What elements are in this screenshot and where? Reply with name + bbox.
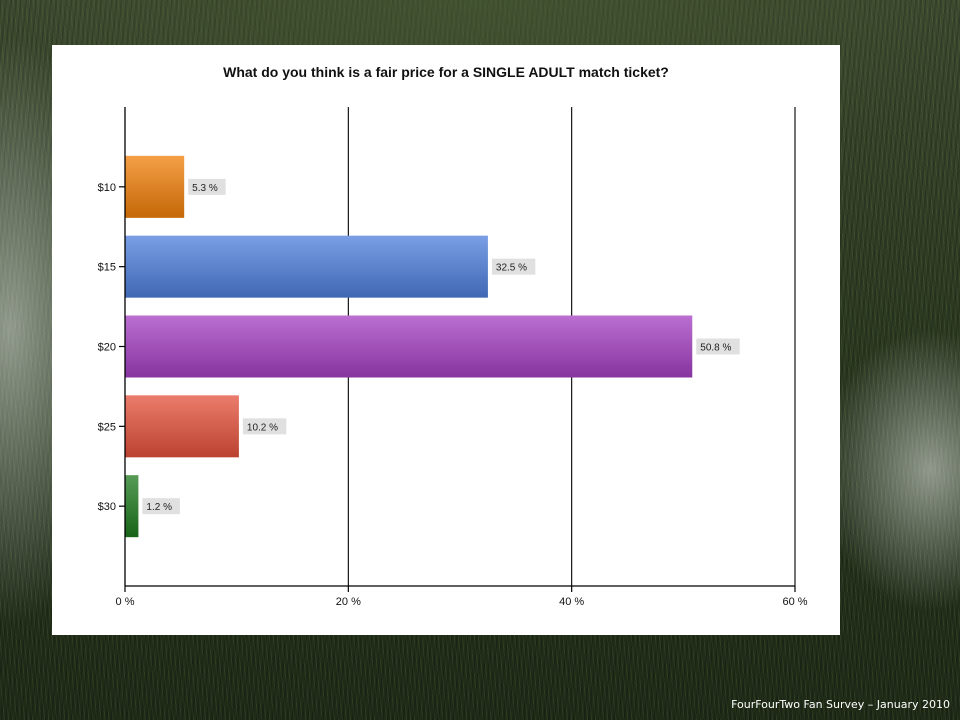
data-label: 5.3 % [192, 183, 218, 194]
x-tick-label: 60 % [782, 596, 807, 608]
y-tick-label: $25 [98, 421, 116, 433]
data-label-bg [491, 258, 536, 275]
chart-panel: What do you think is a fair price for a … [52, 45, 840, 635]
x-tick-label: 40 % [559, 596, 584, 608]
data-label-bg [696, 338, 740, 355]
axes [119, 107, 796, 592]
data-label: 10.2 % [247, 422, 278, 433]
x-tick-label: 0 % [116, 596, 135, 608]
data-label-bg [188, 178, 226, 195]
data-label-bg [142, 498, 180, 515]
y-tick-label: $15 [98, 262, 116, 274]
x-tick-label: 20 % [336, 596, 361, 608]
labels: 0 % 20 % 40 % 60 % $10 5.3 % $15 32.5 % $20 50.8 … [98, 178, 808, 608]
bar [125, 155, 185, 218]
y-tick-label: $30 [98, 501, 116, 513]
bars [125, 155, 693, 538]
data-label: 1.2 % [146, 502, 172, 513]
bar-chart: What do you think is a fair price for a … [98, 64, 808, 608]
bar [125, 395, 239, 458]
data-label-bg [242, 418, 287, 435]
bar [125, 315, 693, 378]
chart-title: What do you think is a fair price for a … [223, 64, 669, 80]
data-label: 50.8 % [700, 343, 731, 354]
y-tick-label: $10 [98, 182, 116, 194]
bar [125, 235, 488, 298]
survey-caption: FourFourTwo Fan Survey – January 2010 [731, 698, 950, 711]
bar [125, 475, 139, 538]
y-tick-label: $20 [98, 342, 116, 354]
data-label: 32.5 % [496, 263, 527, 274]
